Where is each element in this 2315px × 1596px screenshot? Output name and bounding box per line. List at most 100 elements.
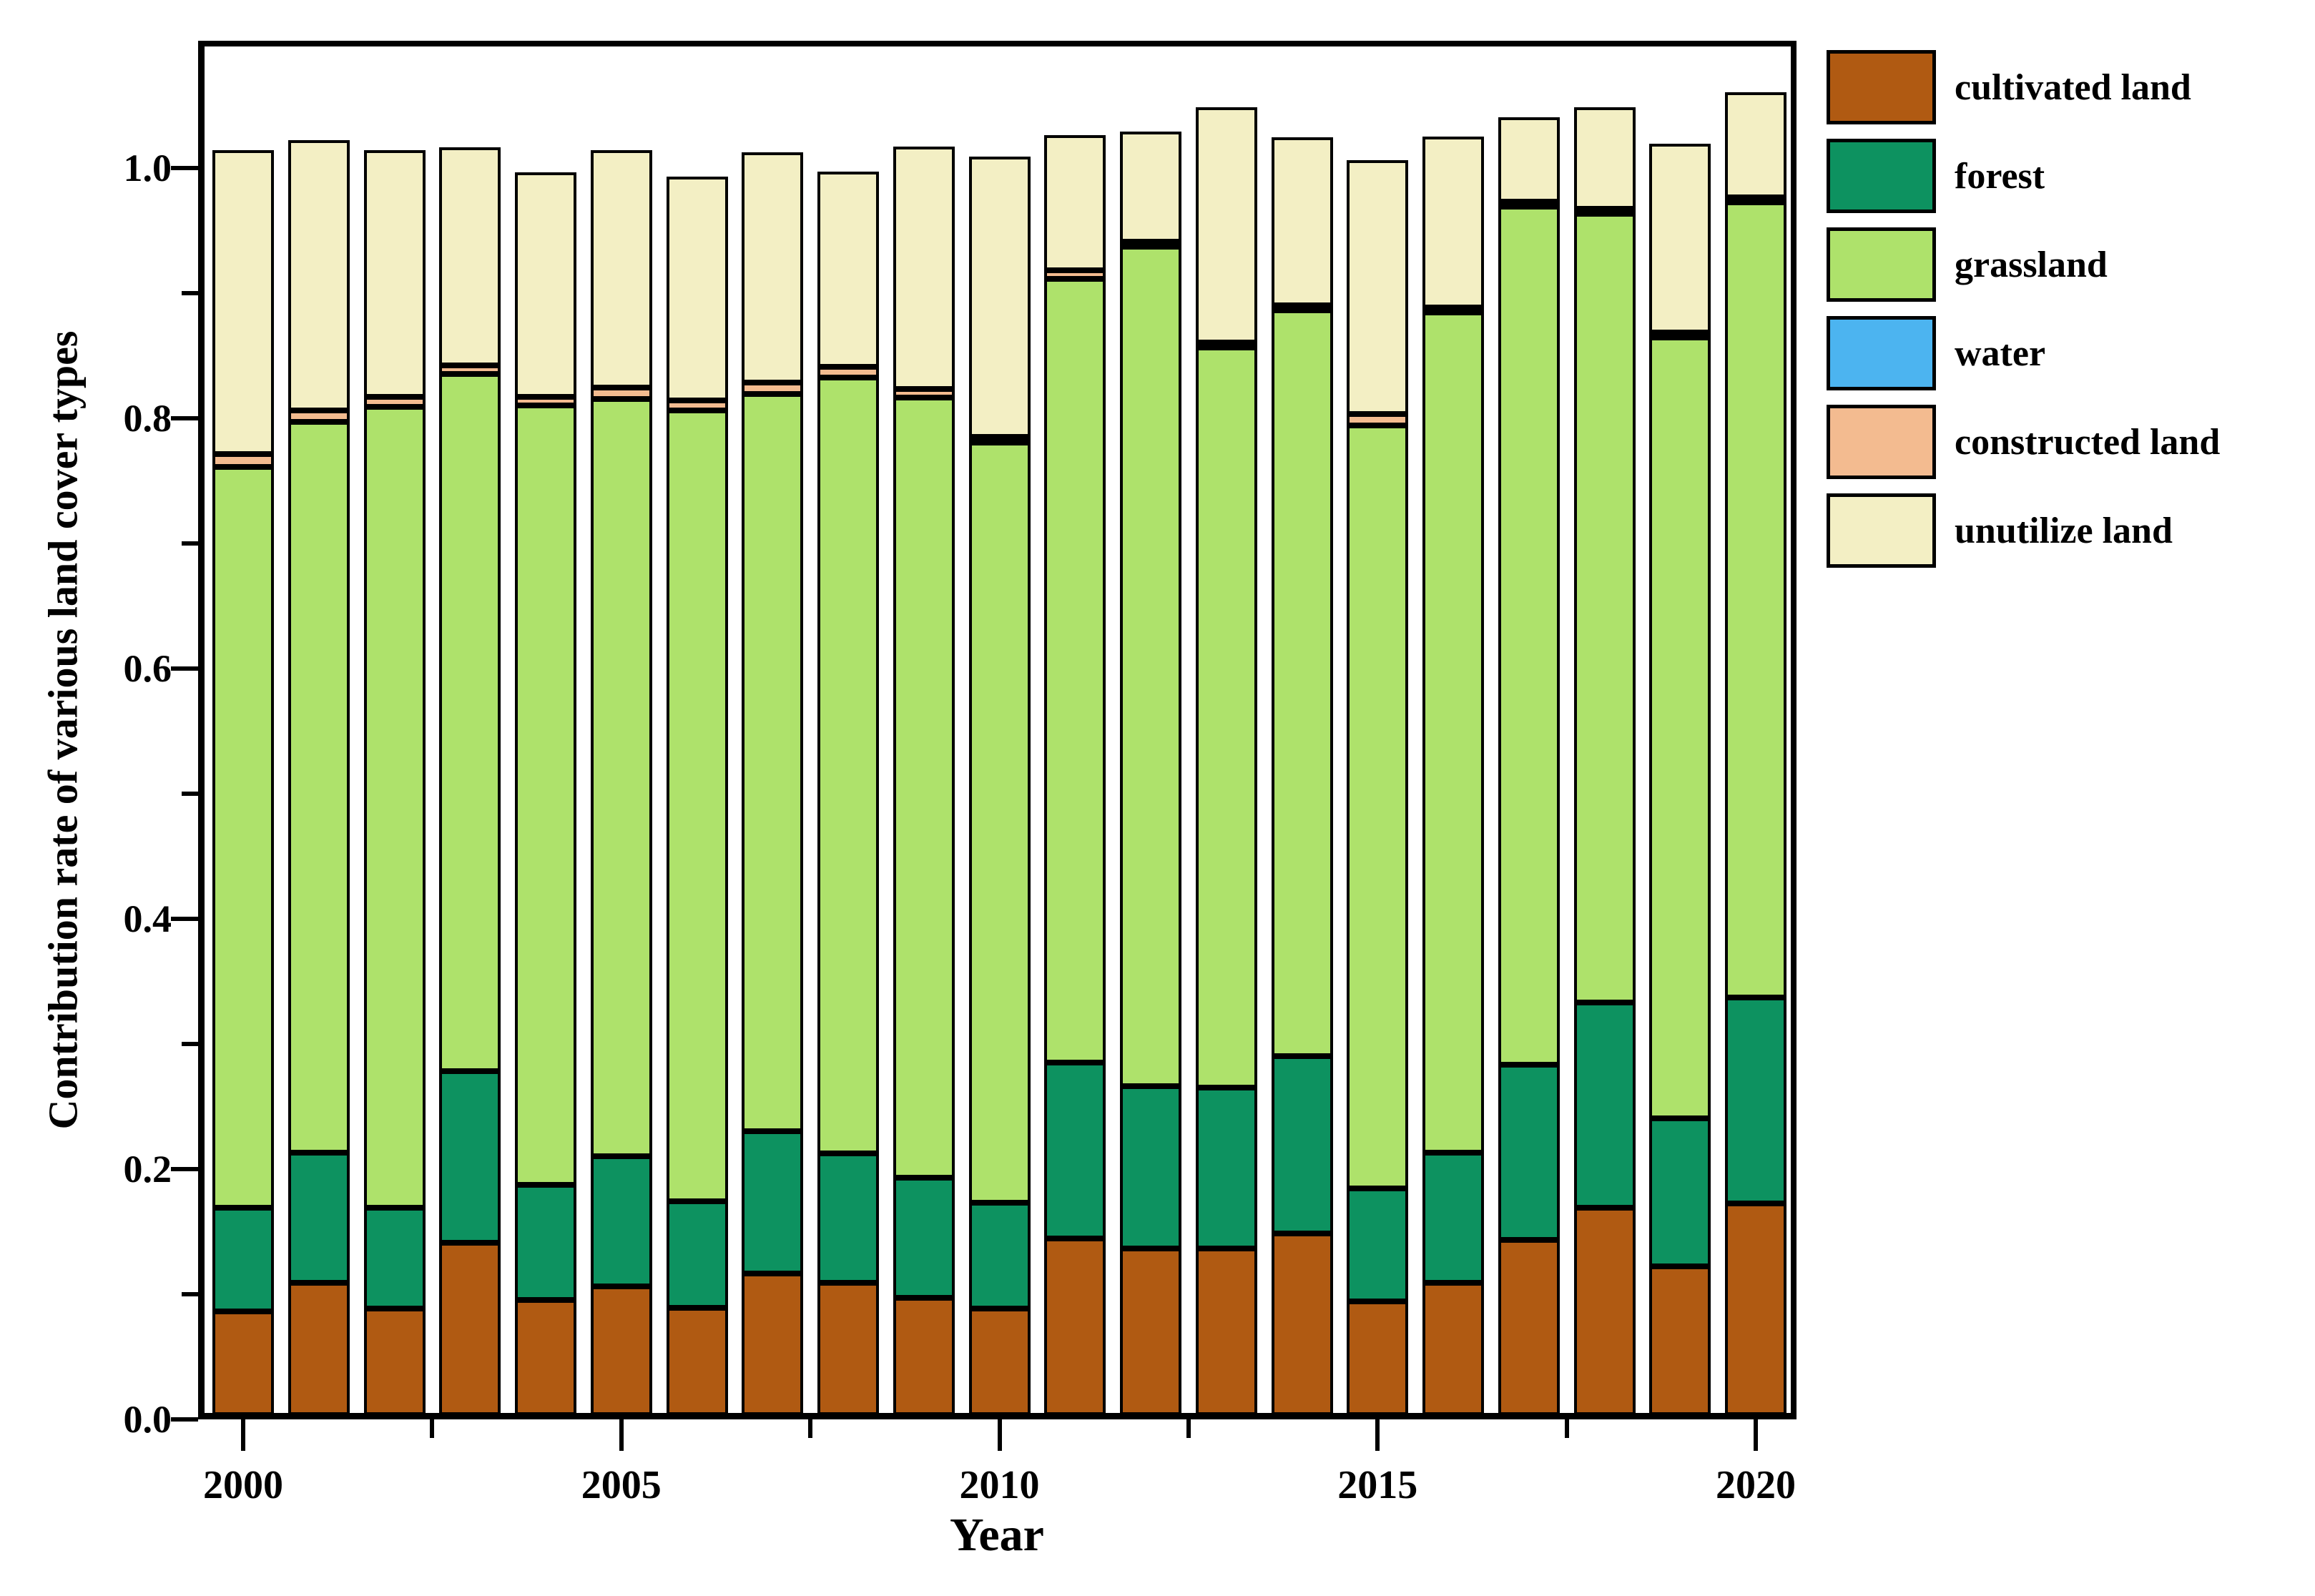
bar-segment-forest-2007 xyxy=(742,1130,804,1274)
legend-item-constructed-land: constructed land xyxy=(1827,405,2220,479)
bar-segment-grassland-2008 xyxy=(817,378,879,1154)
bar-segment-forest-2014 xyxy=(1271,1055,1333,1234)
y-tick-label: 0.8 xyxy=(123,397,172,440)
y-tick-label: 0.4 xyxy=(123,897,172,940)
x-major-tick xyxy=(619,1419,624,1451)
bar-segment-constructed-land-2016 xyxy=(1422,307,1484,313)
bar-segment-cultivated-land-2008 xyxy=(817,1282,879,1415)
y-major-tick xyxy=(171,917,198,921)
x-major-tick xyxy=(1375,1419,1380,1451)
bar-segment-grassland-2000 xyxy=(212,466,274,1208)
bar-segment-cultivated-land-2012 xyxy=(1120,1248,1181,1415)
bar-segment-cultivated-land-2015 xyxy=(1347,1301,1409,1415)
y-tick-label: 0.2 xyxy=(123,1148,172,1191)
bar-segment-unutilize-land-2011 xyxy=(1044,134,1106,270)
bar-segment-constructed-land-2007 xyxy=(742,383,804,394)
bar-segment-forest-2015 xyxy=(1347,1188,1409,1301)
bar-segment-forest-2004 xyxy=(515,1185,576,1300)
bar-segment-unutilize-land-2008 xyxy=(817,171,879,367)
y-axis-title: Contribution rate of various land cover … xyxy=(39,330,87,1130)
bar-segment-unutilize-land-2010 xyxy=(968,156,1031,437)
bar-segment-constructed-land-2005 xyxy=(590,388,652,399)
bar-segment-constructed-land-2010 xyxy=(968,436,1031,443)
legend-label: constructed land xyxy=(1955,421,2221,463)
bar-segment-grassland-2005 xyxy=(590,399,652,1156)
bar-segment-forest-2017 xyxy=(1498,1065,1560,1240)
bar-segment-forest-2002 xyxy=(363,1207,426,1309)
bar-segment-grassland-2003 xyxy=(439,374,501,1071)
bar-segment-unutilize-land-2012 xyxy=(1120,131,1181,242)
bar-segment-constructed-land-2020 xyxy=(1725,197,1786,203)
plot-area xyxy=(171,41,1797,1451)
bar-segment-forest-2011 xyxy=(1044,1062,1106,1239)
bar-segment-grassland-2013 xyxy=(1195,348,1257,1088)
x-major-tick xyxy=(241,1419,245,1451)
bar-segment-constructed-land-2013 xyxy=(1195,342,1257,348)
x-tick-label: 2015 xyxy=(1337,1463,1418,1507)
y-tick-label: 1.0 xyxy=(123,147,172,189)
bar-segment-unutilize-land-2004 xyxy=(515,172,576,397)
legend-item-unutilize-land: unutilize land xyxy=(1827,493,2220,568)
bar-segment-cultivated-land-2006 xyxy=(666,1307,728,1415)
bar-segment-unutilize-land-2000 xyxy=(212,149,274,454)
bar-segment-forest-2016 xyxy=(1422,1152,1484,1283)
legend-item-water: water xyxy=(1827,316,2220,390)
legend-label: forest xyxy=(1955,155,2045,197)
bar-segment-grassland-2019 xyxy=(1649,338,1711,1119)
y-major-tick xyxy=(171,1417,198,1422)
bar-segment-grassland-2007 xyxy=(742,394,804,1131)
bar-segment-unutilize-land-2007 xyxy=(742,152,804,383)
bar-segment-forest-2013 xyxy=(1195,1087,1257,1249)
bar-segment-grassland-2010 xyxy=(968,443,1031,1203)
bar-segment-unutilize-land-2002 xyxy=(363,149,426,397)
forest-swatch-icon xyxy=(1827,139,1936,213)
bar-segment-grassland-2006 xyxy=(666,410,728,1201)
bar-segment-forest-2003 xyxy=(439,1070,501,1243)
y-tick-label: 0.0 xyxy=(123,1398,172,1441)
bar-segment-unutilize-land-2019 xyxy=(1649,144,1711,333)
bar-segment-unutilize-land-2018 xyxy=(1573,107,1636,209)
bar-segment-cultivated-land-2002 xyxy=(363,1309,426,1415)
bar-segment-forest-2009 xyxy=(893,1177,955,1298)
x-axis-title: Year xyxy=(950,1509,1044,1561)
bar-segment-forest-2005 xyxy=(590,1156,652,1286)
y-major-tick xyxy=(171,1167,198,1171)
legend-item-forest: forest xyxy=(1827,139,2220,213)
bar-segment-unutilize-land-2009 xyxy=(893,146,955,389)
y-minor-tick xyxy=(182,291,198,295)
bar-segment-cultivated-land-2013 xyxy=(1195,1248,1257,1415)
bar-segment-constructed-land-2003 xyxy=(439,365,501,374)
bar-segment-constructed-land-2017 xyxy=(1498,200,1560,207)
bar-segment-constructed-land-2012 xyxy=(1120,240,1181,247)
bar-segment-cultivated-land-2007 xyxy=(742,1274,804,1415)
bar-segment-unutilize-land-2016 xyxy=(1422,136,1484,308)
water-swatch-icon xyxy=(1827,316,1936,390)
bar-segment-grassland-2020 xyxy=(1725,202,1786,998)
grassland-swatch-icon xyxy=(1827,227,1936,302)
y-tick-label: 0.6 xyxy=(123,647,172,690)
bar-segment-unutilize-land-2001 xyxy=(287,139,350,410)
bar-segment-cultivated-land-2020 xyxy=(1725,1203,1786,1415)
x-minor-tick xyxy=(1564,1419,1569,1438)
bar-segment-cultivated-land-2001 xyxy=(287,1282,350,1415)
bar-segment-forest-2001 xyxy=(287,1152,350,1283)
bar-segment-unutilize-land-2013 xyxy=(1195,107,1257,343)
bar-segment-constructed-land-2008 xyxy=(817,366,879,378)
legend-label: unutilize land xyxy=(1955,510,2173,551)
x-tick-label: 2020 xyxy=(1716,1463,1796,1507)
x-tick-label: 2000 xyxy=(203,1463,283,1507)
bar-segment-cultivated-land-2011 xyxy=(1044,1238,1106,1415)
bar-segment-forest-2006 xyxy=(666,1201,728,1308)
y-major-tick xyxy=(171,166,198,170)
y-minor-tick xyxy=(182,541,198,546)
bar-segment-grassland-2012 xyxy=(1120,246,1181,1086)
bar-segment-grassland-2011 xyxy=(1044,279,1106,1063)
bar-segment-unutilize-land-2015 xyxy=(1347,159,1409,414)
legend-label: water xyxy=(1955,332,2046,374)
bar-segment-constructed-land-2000 xyxy=(212,454,274,467)
bar-segment-unutilize-land-2017 xyxy=(1498,117,1560,202)
bar-segment-grassland-2009 xyxy=(893,398,955,1178)
bar-segment-grassland-2004 xyxy=(515,405,576,1185)
bar-segment-constructed-land-2011 xyxy=(1044,270,1106,279)
